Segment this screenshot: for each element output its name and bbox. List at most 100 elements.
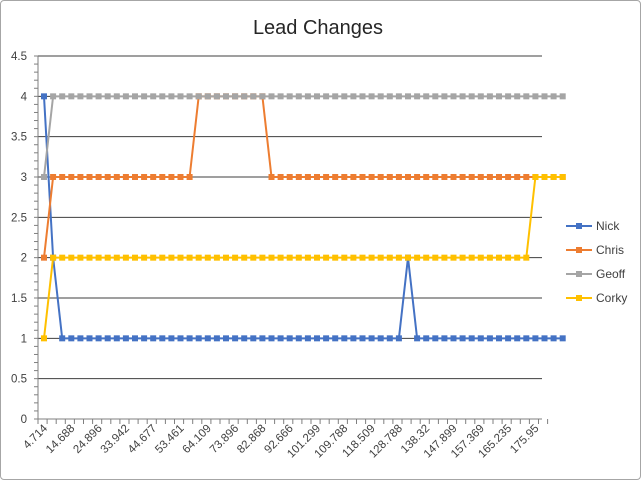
- data-point: [377, 93, 384, 100]
- data-point: [223, 335, 229, 342]
- data-point: [95, 254, 102, 261]
- data-point: [323, 93, 330, 100]
- data-point: [277, 335, 284, 342]
- data-point: [532, 335, 539, 342]
- data-point: [268, 254, 275, 261]
- data-point: [514, 254, 521, 261]
- y-tick-label: 1.5: [11, 293, 27, 305]
- data-point: [177, 174, 184, 180]
- data-point: [304, 335, 311, 342]
- data-point: [450, 254, 457, 261]
- data-point: [496, 93, 502, 100]
- data-point: [141, 174, 148, 180]
- x-tick-label: 175.95: [508, 423, 541, 456]
- data-point: [177, 335, 184, 342]
- data-point: [423, 254, 430, 261]
- data-point: [550, 174, 557, 180]
- legend-marker: [576, 223, 582, 229]
- x-tick-label: 64.109: [181, 423, 214, 456]
- data-point: [341, 174, 348, 180]
- data-point: [323, 254, 330, 261]
- data-point: [450, 174, 457, 180]
- data-point: [295, 335, 302, 342]
- x-axis: 4.71414.68824.89633.94244.67753.46164.10…: [21, 419, 549, 461]
- data-point: [241, 254, 248, 261]
- series-nick: [41, 93, 566, 342]
- data-point: [468, 93, 475, 100]
- data-point: [186, 174, 193, 180]
- x-tick-label: 82.868: [235, 423, 268, 456]
- data-point: [368, 174, 375, 180]
- data-point: [477, 93, 484, 100]
- data-point: [432, 254, 439, 261]
- data-point: [441, 93, 448, 100]
- data-point: [204, 335, 211, 342]
- data-point: [223, 254, 229, 261]
- data-point: [213, 335, 220, 342]
- y-tick-label: 2: [21, 253, 27, 265]
- data-point: [68, 335, 75, 342]
- legend: Nick Chris Geoff Corky: [566, 219, 627, 305]
- data-point: [541, 335, 548, 342]
- data-point: [432, 335, 439, 342]
- legend-label: Corky: [596, 291, 627, 305]
- data-point: [304, 93, 311, 100]
- legend-marker: [576, 271, 582, 277]
- data-point: [177, 93, 184, 100]
- data-point: [59, 335, 66, 342]
- data-point: [559, 93, 566, 100]
- data-point: [486, 254, 493, 261]
- data-point: [359, 93, 366, 100]
- data-point: [86, 93, 93, 100]
- data-point: [50, 174, 57, 180]
- data-point: [159, 254, 166, 261]
- data-point: [41, 335, 47, 342]
- data-point: [341, 254, 348, 261]
- data-point: [122, 93, 129, 100]
- y-tick-label: 1: [21, 333, 27, 345]
- data-point: [395, 174, 402, 180]
- series-corky: [41, 174, 566, 342]
- data-point: [59, 254, 66, 261]
- data-point: [286, 254, 293, 261]
- y-tick-label: 3: [21, 172, 27, 184]
- data-point: [323, 335, 330, 342]
- data-point: [50, 93, 57, 100]
- series-group: [41, 93, 566, 342]
- data-point: [332, 254, 339, 261]
- data-point: [532, 93, 539, 100]
- data-point: [414, 254, 421, 261]
- data-point: [86, 174, 93, 180]
- data-point: [505, 93, 512, 100]
- data-point: [477, 254, 484, 261]
- data-point: [204, 93, 211, 100]
- data-point: [232, 93, 239, 100]
- data-point: [395, 335, 402, 342]
- data-point: [104, 335, 111, 342]
- data-point: [223, 93, 229, 100]
- data-point: [496, 174, 502, 180]
- data-point: [268, 93, 275, 100]
- data-point: [95, 174, 102, 180]
- data-point: [304, 254, 311, 261]
- data-point: [341, 93, 348, 100]
- series-line: [43, 95, 563, 258]
- series-geoff: [41, 93, 566, 180]
- data-point: [150, 93, 157, 100]
- data-point: [268, 335, 275, 342]
- data-point: [395, 93, 402, 100]
- data-point: [286, 174, 293, 180]
- data-point: [204, 254, 211, 261]
- data-point: [250, 335, 257, 342]
- data-point: [186, 93, 193, 100]
- data-point: [550, 93, 557, 100]
- data-point: [68, 174, 75, 180]
- data-point: [386, 174, 393, 180]
- data-point: [414, 174, 421, 180]
- data-point: [459, 174, 466, 180]
- data-point: [514, 335, 521, 342]
- data-point: [368, 254, 375, 261]
- data-point: [186, 254, 193, 261]
